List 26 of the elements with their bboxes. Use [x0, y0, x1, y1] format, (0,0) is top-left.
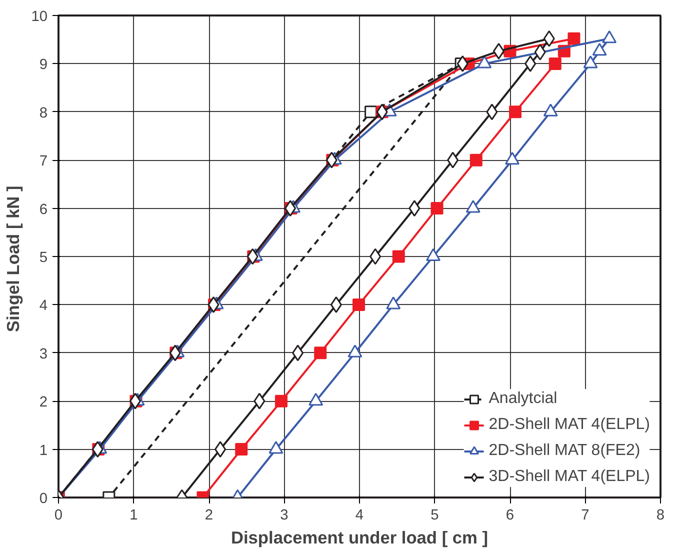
y-tick-label: 3 [39, 346, 48, 362]
y-tick-label: 1 [39, 442, 48, 459]
x-tick-label: 8 [656, 508, 665, 524]
x-tick-label: 5 [430, 508, 439, 524]
x-tick-label: 3 [280, 508, 288, 524]
legend-label: Analytcial [488, 390, 558, 408]
y-tick-label: 5 [39, 250, 48, 266]
x-tick-label: 2 [204, 508, 214, 524]
y-tick-label: 7 [39, 154, 48, 170]
legend-label: 2D-Shell MAT 8(FE2) [488, 442, 640, 460]
legend-label: 2D-Shell MAT 4(ELPL) [488, 416, 650, 434]
x-tick-label: 7 [581, 508, 590, 524]
y-tick-label: 4 [39, 298, 48, 314]
x-tick-label: 4 [355, 508, 364, 524]
y-tick-label: 8 [39, 105, 48, 122]
x-tick-label: 1 [130, 508, 138, 524]
y-tick-label: 2 [39, 394, 48, 411]
y-tick-label: 0 [39, 491, 48, 507]
x-axis-title: Displacement under load [ cm ] [230, 528, 488, 548]
x-tick-label: 6 [506, 508, 514, 524]
y-tick-label: 9 [39, 57, 48, 74]
x-tick-label: 0 [54, 508, 63, 524]
y-tick-label: 10 [31, 9, 48, 25]
legend-label: 3D-Shell MAT 4(ELPL) [488, 468, 650, 486]
y-tick-label: 6 [39, 202, 48, 218]
y-axis-title: Singel Load [ kN ] [3, 186, 24, 332]
